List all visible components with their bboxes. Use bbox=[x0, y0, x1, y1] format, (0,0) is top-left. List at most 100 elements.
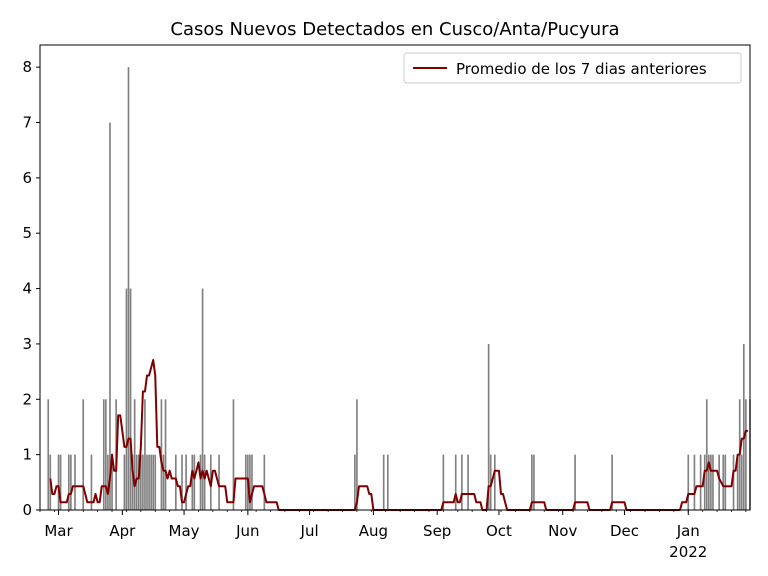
line-layer bbox=[49, 358, 748, 511]
bar bbox=[129, 288, 132, 510]
series-line-average bbox=[49, 358, 748, 511]
bar bbox=[164, 399, 167, 510]
bar bbox=[191, 454, 194, 510]
bar bbox=[102, 399, 105, 510]
bar bbox=[144, 399, 146, 510]
bar bbox=[109, 122, 111, 510]
bar bbox=[710, 454, 712, 510]
bar bbox=[70, 454, 72, 510]
x-tick-label: Mar bbox=[44, 522, 73, 540]
legend-box bbox=[403, 52, 742, 84]
bar bbox=[356, 399, 358, 510]
bar bbox=[467, 454, 469, 510]
bar bbox=[111, 454, 113, 510]
bar bbox=[131, 454, 134, 510]
bar bbox=[181, 454, 183, 510]
bar bbox=[724, 454, 727, 510]
plot-frame bbox=[39, 44, 751, 511]
legend-label: Promedio de los 7 dias anteriores bbox=[456, 60, 707, 78]
bar bbox=[57, 454, 60, 510]
x-tick-label: Jul bbox=[300, 522, 319, 540]
bar bbox=[133, 399, 136, 510]
bar bbox=[533, 454, 535, 510]
bar bbox=[354, 454, 356, 510]
bar bbox=[59, 454, 62, 510]
bar bbox=[745, 399, 747, 510]
legend: Promedio de los 7 dias anteriores bbox=[403, 52, 742, 84]
bar bbox=[493, 454, 496, 510]
bar bbox=[90, 454, 93, 510]
bar bbox=[152, 454, 155, 510]
bar bbox=[148, 454, 150, 510]
bar bbox=[146, 454, 148, 510]
bar bbox=[107, 454, 109, 510]
x-year-label: 2022 bbox=[669, 543, 707, 561]
bar bbox=[531, 454, 533, 510]
x-tick-label: Nov bbox=[548, 522, 577, 540]
bar bbox=[718, 454, 720, 510]
bar bbox=[736, 454, 739, 510]
y-tick-label: 8 bbox=[22, 58, 32, 76]
y-tick-label: 3 bbox=[22, 335, 32, 353]
bar bbox=[722, 454, 725, 510]
x-tick-label: Aug bbox=[359, 522, 388, 540]
bar bbox=[123, 454, 126, 510]
bar bbox=[382, 454, 385, 510]
bar bbox=[125, 288, 128, 510]
y-tick-label: 6 bbox=[22, 169, 32, 187]
bar bbox=[244, 454, 247, 510]
bar bbox=[105, 399, 107, 510]
bar bbox=[693, 454, 696, 510]
bar bbox=[185, 454, 187, 510]
bar bbox=[461, 454, 463, 510]
bar bbox=[232, 399, 235, 510]
bar bbox=[699, 454, 702, 510]
x-tick-label: Sep bbox=[423, 522, 451, 540]
bar bbox=[263, 454, 266, 510]
x-axis: Mar Apr May Jun Jul Aug Sep Oct Nov Dec Jan bbox=[39, 510, 747, 540]
bar bbox=[127, 67, 130, 510]
bar bbox=[487, 343, 490, 510]
bar bbox=[47, 399, 50, 510]
y-tick-label: 7 bbox=[22, 114, 32, 132]
bar bbox=[201, 288, 204, 510]
bar bbox=[150, 454, 152, 510]
bar bbox=[708, 454, 710, 510]
bar bbox=[386, 454, 389, 510]
x-tick-label: Jan bbox=[676, 522, 700, 540]
bar bbox=[574, 454, 576, 510]
x-tick-label: May bbox=[169, 522, 200, 540]
bar bbox=[743, 343, 745, 510]
bar bbox=[251, 454, 253, 510]
bar bbox=[199, 454, 202, 510]
x-tick-label: Dec bbox=[610, 522, 639, 540]
bar bbox=[705, 399, 708, 510]
bar bbox=[712, 454, 714, 510]
bar bbox=[193, 454, 196, 510]
y-axis: 0 1 2 3 4 5 6 7 8 bbox=[22, 58, 40, 519]
bar bbox=[732, 454, 735, 510]
y-tick-label: 2 bbox=[22, 390, 32, 408]
chart-title: Casos Nuevos Detectados en Cusco/Anta/Pu… bbox=[170, 19, 619, 40]
bar bbox=[154, 454, 157, 510]
bar bbox=[442, 454, 445, 510]
bar bbox=[162, 454, 165, 510]
y-tick-label: 4 bbox=[22, 280, 32, 298]
x-tick-label: Apr bbox=[109, 522, 136, 540]
y-tick-label: 5 bbox=[22, 224, 32, 242]
bar bbox=[137, 454, 140, 510]
y-tick-label: 1 bbox=[22, 446, 32, 464]
bar bbox=[687, 454, 690, 510]
bar bbox=[740, 454, 743, 510]
x-tick-label: Jun bbox=[235, 522, 259, 540]
bar bbox=[203, 454, 206, 510]
bar bbox=[454, 454, 457, 510]
bar bbox=[74, 454, 76, 510]
bar bbox=[67, 454, 70, 510]
x-tick-label: Oct bbox=[486, 522, 512, 540]
bars-layer bbox=[47, 67, 751, 510]
y-tick-label: 0 bbox=[22, 501, 32, 519]
bar bbox=[249, 454, 251, 510]
